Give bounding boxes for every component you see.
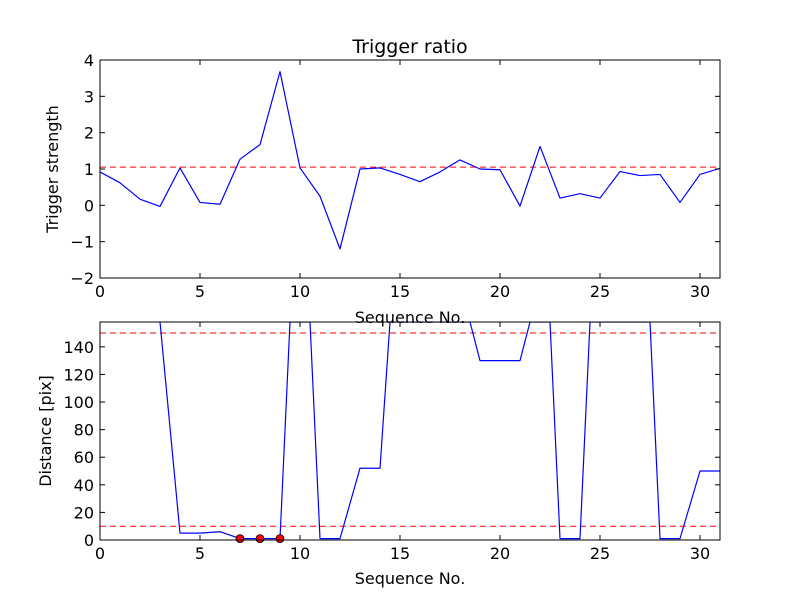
- bottom-plot-area: 0 5 10 15 20 25 30 0 20 40 60 80 100 120 140: [63, 321, 721, 563]
- top-x-tick-label-6: 30: [690, 282, 710, 301]
- top-x-tick-label-3: 15: [390, 282, 410, 301]
- top-y-tick-label-6: 4: [84, 51, 94, 70]
- bottom-y-tick-label-7: 140: [63, 338, 94, 357]
- bottom-y-tick-label-5: 100: [63, 393, 94, 412]
- bottom-x-axis-label: Sequence No.: [355, 569, 466, 588]
- top-x-tick-label-0: 0: [95, 282, 105, 301]
- bottom-y-tick-label-6: 120: [63, 365, 94, 384]
- top-y-tick-label-4: 2: [84, 124, 94, 143]
- bottom-y-tick-label-2: 40: [74, 476, 94, 495]
- bottom-y-axis-label: Distance [pix]: [36, 375, 55, 487]
- top-y-tick-label-1: −1: [70, 233, 94, 252]
- top-y-tick-label-3: 1: [84, 160, 94, 179]
- top-plot-area: 0 5 10 15 20 25 30 −2 −1 0 1 2 3 4: [70, 51, 721, 301]
- bottom-marker-point-1: [255, 534, 265, 544]
- top-x-tick-label-4: 20: [490, 282, 510, 301]
- top-y-tick-label-2: 0: [84, 196, 94, 215]
- bottom-x-tick-label-5: 25: [590, 544, 610, 563]
- bottom-x-tick-label-4: 20: [490, 544, 510, 563]
- bottom-y-tick-label-4: 80: [74, 421, 94, 440]
- bottom-y-tick-label-0: 0: [84, 531, 94, 550]
- bottom-panel: 0 5 10 15 20 25 30 0 20 40 60 80 100 120 140 Sequence …: [36, 321, 721, 588]
- top-x-tick-label-1: 5: [195, 282, 205, 301]
- top-x-tick-label-2: 10: [290, 282, 310, 301]
- top-series-line-0: [100, 71, 720, 250]
- bottom-y-tick-label-3: 60: [74, 448, 94, 467]
- top-x-tick-label-5: 25: [590, 282, 610, 301]
- bottom-x-tick-label-3: 15: [390, 544, 410, 563]
- bottom-axes-frame: [99, 321, 721, 541]
- bottom-x-tick-label-0: 0: [95, 544, 105, 563]
- bottom-x-tick-label-6: 30: [690, 544, 710, 563]
- bottom-x-tick-label-1: 5: [195, 544, 205, 563]
- top-y-tick-label-5: 3: [84, 87, 94, 106]
- top-y-axis-label: Trigger strength: [43, 105, 62, 234]
- bottom-marker-point-2: [275, 534, 285, 544]
- bottom-marker-point-0: [235, 534, 245, 544]
- top-chart-title: Trigger ratio: [351, 36, 467, 58]
- bottom-y-tick-label-1: 20: [74, 503, 94, 522]
- top-x-axis-label: Sequence No.: [355, 308, 466, 327]
- bottom-x-tick-label-2: 10: [290, 544, 310, 563]
- top-panel: Trigger ratio 0 5 10 15 20 25 30 −2 −1 0 1 2 3 4 Sequ…: [43, 36, 721, 327]
- top-y-tick-label-0: −2: [70, 269, 94, 288]
